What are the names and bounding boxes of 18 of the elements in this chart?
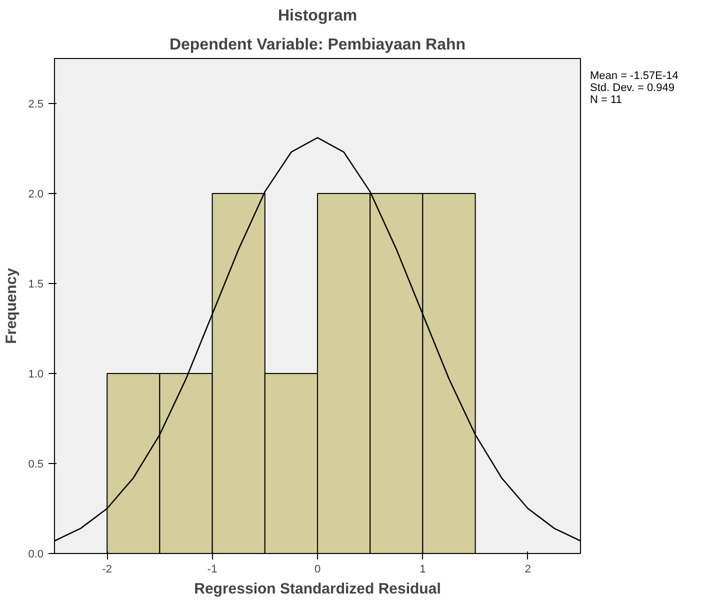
text: Mean = -1.57E-14 (590, 70, 678, 82)
y-tick-label: 2.0 (28, 188, 44, 200)
chart-subtitle: Dependent Variable: Pembiayaan Rahn (169, 36, 466, 54)
x-tick-label: 1 (420, 564, 426, 576)
y-tick-label: 1.0 (28, 368, 44, 380)
y-axis-title: Frequency (3, 267, 20, 344)
x-tick-label: -2 (102, 564, 112, 576)
y-tick-label: 0.5 (28, 458, 44, 470)
y-tick-label: 0.0 (28, 548, 44, 560)
y-tick-label: 2.5 (28, 98, 44, 110)
x-tick-label: 2 (524, 564, 531, 576)
y-tick-label: 1.5 (28, 278, 44, 290)
text: N = 11 (590, 94, 622, 106)
x-tick-label: 0 (314, 564, 321, 576)
x-axis-title: Regression Standardized Residual (194, 580, 441, 598)
chart-title: Histogram (278, 8, 358, 24)
text: Std. Dev. = 0.949 (590, 82, 674, 94)
x-tick-label: -1 (207, 564, 218, 576)
